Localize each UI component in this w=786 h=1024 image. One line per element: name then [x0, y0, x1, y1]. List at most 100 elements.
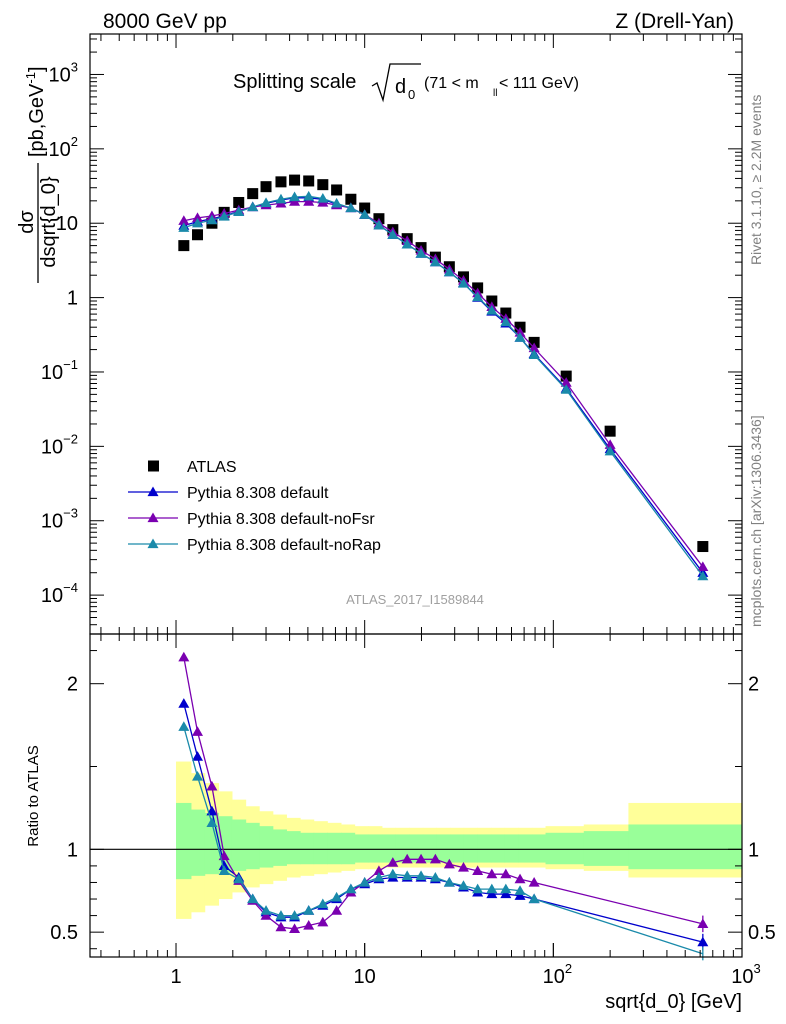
x-tick-label: 103 — [731, 961, 760, 988]
series-point-2 — [697, 561, 709, 571]
legend-marker — [147, 512, 159, 523]
y-tick-label-exponent: 3 — [71, 59, 78, 74]
ratio-y-tick-label: 1 — [67, 839, 78, 861]
legend-marker — [147, 486, 159, 497]
main-y-axis-label: dσ dsqrt{d_0} [pb,GeV-1] — [16, 66, 60, 283]
uncertainty-band-inner — [531, 834, 547, 863]
series-point-3 — [192, 217, 204, 228]
ratio-point-2 — [192, 770, 204, 781]
ratio-point-1 — [275, 921, 287, 932]
atlas-data-point — [604, 425, 616, 437]
header-right: Z (Drell-Yan) — [615, 10, 734, 33]
legend-marker — [147, 538, 159, 549]
ratio-point-2 — [457, 880, 469, 890]
uncertainty-band-inner — [300, 832, 315, 865]
ratio-point-2 — [218, 865, 230, 875]
legend: ATLAS Pythia 8.308 default Pythia 8.308 de… — [128, 459, 381, 554]
uncertainty-band-inner — [422, 834, 437, 863]
uncertainty-band-inner — [190, 809, 206, 876]
uncertainty-band-inner — [545, 832, 585, 865]
ratio-point-2 — [401, 870, 413, 880]
series-point-3 — [697, 570, 709, 581]
series-point-3 — [387, 229, 399, 239]
ratio-point-2 — [206, 817, 218, 827]
ratio-y-axis-label: Ratio to ATLAS — [25, 745, 42, 846]
atlas-data-point — [359, 202, 371, 214]
atlas-data-point — [317, 179, 329, 191]
plot-title-text: Splitting scale — [233, 71, 356, 93]
y-tick-label-mantissa: 10 — [41, 511, 63, 533]
ratio-point-1 — [331, 905, 343, 915]
y-tick-label: 103 — [49, 59, 78, 86]
uncertainty-band-inner — [245, 822, 260, 870]
series-point-2 — [528, 342, 540, 353]
ratio-point-1 — [486, 868, 498, 879]
series-point-3 — [247, 201, 259, 212]
legend-label: Pythia 8.308 default-noRap — [187, 537, 381, 554]
series-point-3 — [429, 256, 441, 267]
ratio-point-1 — [443, 858, 455, 869]
ratio-y-tick-label-right: 0.5 — [748, 922, 776, 944]
ratio-point-0 — [218, 860, 230, 871]
svg-text:d: d — [395, 76, 406, 98]
uncertainty-band-inner — [628, 824, 743, 870]
analysis-watermark: ATLAS_2017_I1589844 — [346, 592, 484, 607]
ratio-point-2 — [528, 893, 540, 904]
atlas-data-point — [560, 370, 572, 382]
atlas-data-point — [192, 229, 204, 241]
y-tick-label-exponent: −3 — [63, 506, 78, 521]
ratio-point-0 — [514, 890, 526, 900]
series-point-3 — [303, 190, 315, 201]
series-point-3 — [514, 332, 526, 342]
series-point-3 — [233, 206, 245, 217]
ratio-point-2 — [359, 876, 371, 887]
ratio-point-2 — [373, 871, 385, 882]
ratio-y-tick-label: 0.5 — [50, 922, 78, 944]
legend-entry: Pythia 8.308 default — [128, 485, 329, 502]
svg-text:(71 < m: (71 < m — [424, 75, 479, 92]
ratio-point-1 — [472, 865, 484, 875]
y-tick-label: 1 — [67, 288, 78, 310]
uncertainty-band-inner — [313, 832, 328, 865]
ratio-point-2 — [247, 893, 259, 904]
ratio-point-2 — [345, 883, 357, 894]
ylabel-unit-exp: -1 — [23, 72, 38, 84]
y-tick-label-mantissa: 10 — [49, 64, 71, 86]
ratio-point-2 — [233, 873, 245, 884]
uncertainty-band-inner — [490, 834, 506, 863]
y-tick-label: 102 — [49, 134, 78, 161]
series-point-3 — [528, 349, 540, 359]
uncertainty-band-inner — [231, 819, 247, 871]
uncertainty-band-inner — [381, 834, 397, 863]
svg-text:< 111 GeV): < 111 GeV) — [499, 75, 579, 92]
series-point-3 — [218, 211, 230, 221]
ratio-point-1 — [387, 857, 399, 867]
atlas-data-point — [247, 188, 259, 200]
uncertainty-band-inner — [477, 834, 492, 863]
ratio-point-2 — [260, 905, 272, 915]
ratio-point-2 — [415, 870, 427, 880]
y-tick-label-exponent: −2 — [63, 431, 78, 446]
y-tick-label-mantissa: 10 — [49, 139, 71, 161]
y-tick-label-exponent: 2 — [71, 134, 78, 149]
ylabel-unit-close: ] — [26, 66, 48, 72]
series-point-3 — [415, 248, 427, 258]
uncertainty-band-inner — [327, 832, 342, 865]
uncertainty-band-inner — [272, 829, 287, 866]
legend-label: Pythia 8.308 default-noFsr — [187, 511, 375, 528]
mcplots-credit-label: mcplots.cern.ch [arXiv:1306.3436] — [748, 415, 764, 627]
ratio-point-1 — [206, 780, 218, 791]
ratio-point-1 — [429, 853, 441, 864]
atlas-data-point — [303, 175, 315, 187]
y-tick-label-exponent: −4 — [63, 580, 78, 595]
x-tick-label-exponent: 2 — [565, 961, 572, 976]
atlas-data-point — [345, 193, 357, 205]
series-point-3 — [443, 266, 455, 277]
series-point-3 — [206, 214, 218, 225]
series-point-2 — [178, 215, 190, 225]
series-point-3 — [457, 277, 469, 288]
ratio-point-2 — [486, 883, 498, 894]
ratio-point-1 — [401, 853, 413, 864]
